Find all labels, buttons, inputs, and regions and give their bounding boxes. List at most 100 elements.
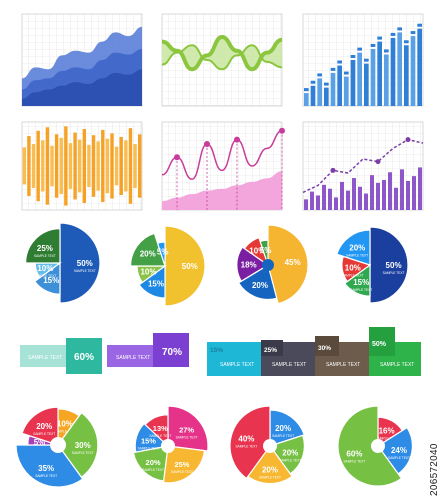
purple-bar [328,188,332,210]
donut-blue-sample-text: SAMPLE TEXT [34,274,56,278]
orange-bar [137,134,142,198]
donut-multi-slice [236,246,270,282]
orange-bar [73,132,77,200]
donut-blue-label: 15% [43,276,59,285]
pie-d-slice [377,426,413,475]
donut-multi-slice [243,236,270,267]
purple-line [302,138,424,194]
blue-bar-cap [330,67,336,71]
purple-bar [388,172,392,210]
orange-bar [124,140,128,192]
purple-bar [364,193,368,210]
donut-multi-label: 20% [252,281,268,290]
banner-70-block [153,333,189,367]
blue-bar [324,87,329,106]
blue-bar-cap [357,47,362,51]
pie-b-label: 25% [174,460,189,469]
blue-bar [350,60,356,106]
pie-d-slice [337,405,403,487]
pie-a-slice [15,444,84,488]
pie-d-sample-text: SAMPLE TEXT [376,436,398,440]
blue-bar [317,78,322,106]
pie-b-slice [167,405,209,452]
pie-b-label: 13% [153,424,168,433]
banner-50-tab [369,327,395,356]
pie-a-label: 10% [57,420,73,429]
purple-bar [412,176,416,210]
orange-bar [87,144,91,188]
blue-bar [337,65,342,106]
pie-b-sample-text: SAMPLE TEXT [138,446,160,450]
pie-c-label: 20% [275,424,291,433]
pie-d-label: 16% [379,426,395,435]
blue-bar [357,52,362,106]
donut-yellow-slice [129,232,166,267]
blue-bar-cap [384,49,389,53]
donut-blue-slice [59,222,101,304]
pink-line [161,130,283,180]
orange-bar [114,146,119,186]
pie-a-slice [21,406,59,446]
blue-bar [304,93,309,106]
green-wave-bottom [161,44,283,71]
pie-b-sample-text: SAMPLE TEXT [149,434,171,438]
purple-bar [394,187,398,210]
blue-bar-cap [324,82,329,86]
pie-b-sample-text: SAMPLE TEXT [142,468,164,472]
donut-blue-label: 25% [37,244,53,253]
blue-bar [410,36,416,106]
blue-bar-cap [364,58,369,62]
pie-b-label: 15% [141,436,156,445]
donut-blue-label: 50% [77,259,93,268]
donut-navy-label: 15% [353,278,369,287]
pie-a-label: 5% [34,438,46,447]
pie-a-sample-text: SAMPLE TEXT [54,430,76,434]
orange-bar [27,136,31,196]
pie-c-slice [269,434,305,475]
pie-d-sample-text: SAMPLE TEXT [388,456,410,460]
banner-50-sample-text: SAMPLE TEXT [380,362,414,368]
pink-point [174,154,180,161]
grid-panel-blue-bars [302,13,424,107]
blue-bar-cap [397,27,402,31]
purple-bar [334,197,338,210]
pie-d-center [371,439,385,453]
banner-70-base [107,345,155,367]
purple-bar [406,180,410,210]
donut-multi-label: 45% [285,258,301,267]
blue-bar-cap [304,88,309,92]
donut-multi-center [262,259,274,271]
pink-area [162,171,282,210]
purple-bar [400,169,404,210]
step-banner-60: SAMPLE TEXT 60% [20,338,102,374]
pie-d-sample-text: SAMPLE TEXT [343,460,365,464]
orange-bar [105,138,110,194]
donut-navy-label: 20% [349,243,365,252]
blue-bar-cap [410,31,416,35]
orange-bar [91,135,96,197]
orange-bar [119,136,123,196]
banner-30-label: 30% [318,345,331,352]
blue-bar [330,72,336,106]
pie-a-label: 30% [75,441,91,450]
green-wave-band [162,37,282,70]
donut-blue-slice [33,261,61,295]
pie-b-sample-text: SAMPLE TEXT [176,436,198,440]
stock-id: 206572040 [429,443,440,496]
purple-bar [370,175,374,210]
purple-point [330,167,336,173]
donut-blue-sample-text: SAMPLE TEXT [74,269,96,273]
donut-blue-label: 10% [37,264,53,273]
pie-b-slice [162,445,206,484]
donut-yellow-label: 10% [140,267,156,276]
orange-bar [64,126,68,206]
grid-panel-orange-bars [21,121,143,211]
orange-bar [133,144,137,188]
blue-bar [377,41,382,106]
blue-bar-cap [377,36,382,40]
donut-navy-sample-text: SAMPLE TEXT [346,253,368,257]
orange-bar [50,145,54,187]
blue-bar [310,85,316,106]
pie-c-slice [247,444,293,485]
